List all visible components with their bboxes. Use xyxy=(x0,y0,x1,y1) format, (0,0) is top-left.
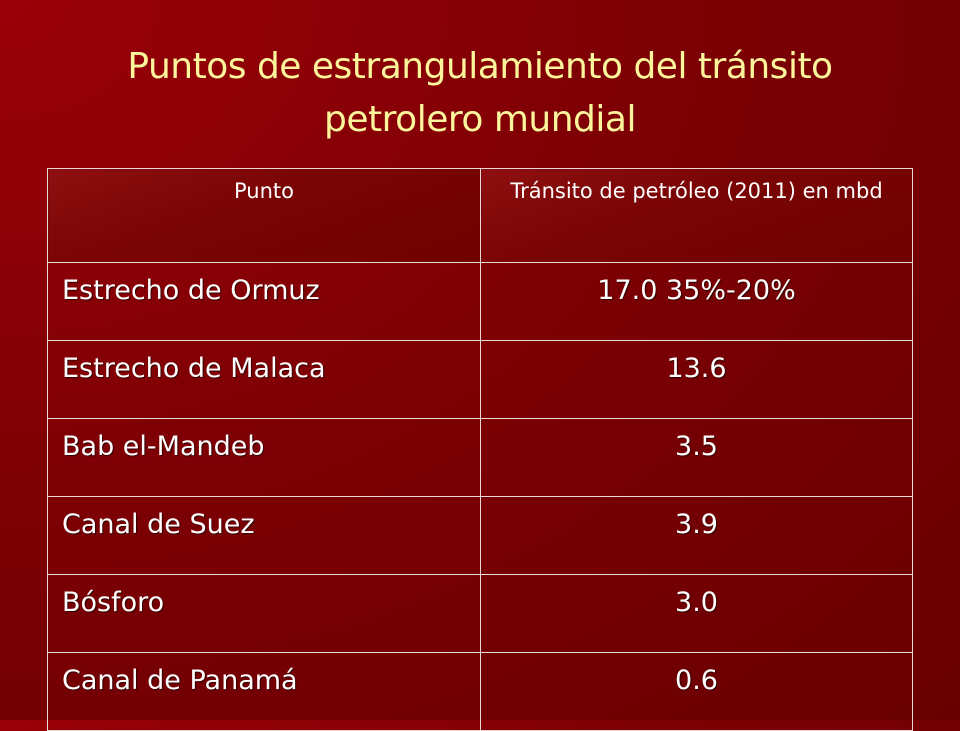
transit-value: 3.5 xyxy=(480,418,913,497)
column-header: Punto xyxy=(47,168,481,263)
chokepoint-name: Canal de Panamá xyxy=(47,652,481,731)
table-row: Estrecho de Malaca 13.6 xyxy=(47,340,913,419)
transit-value: 17.0 35%-20% xyxy=(480,262,913,341)
table-head: Punto Tránsito de petróleo (2011) en mbd xyxy=(47,168,913,263)
chokepoint-name: Estrecho de Malaca xyxy=(47,340,481,419)
transit-value: 0.6 xyxy=(480,652,913,731)
table-body: Estrecho de Ormuz 17.0 35%-20% Estrecho de… xyxy=(47,262,913,731)
transit-value: 13.6 xyxy=(480,340,913,419)
chokepoint-name: Bab el-Mandeb xyxy=(47,418,481,497)
table-row: Bab el-Mandeb 3.5 xyxy=(47,418,913,497)
chokepoint-name: Bósforo xyxy=(47,574,481,653)
chokepoint-name: Canal de Suez xyxy=(47,496,481,575)
column-header: Tránsito de petróleo (2011) en mbd xyxy=(480,168,913,263)
table-row: Estrecho de Ormuz 17.0 35%-20% xyxy=(47,262,913,341)
transit-value: 3.0 xyxy=(480,574,913,653)
slide-title: Puntos de estrangulamiento del tránsito … xyxy=(127,46,833,140)
header-row: Punto Tránsito de petróleo (2011) en mbd xyxy=(47,168,913,263)
table-row: Canal de Panamá 0.6 xyxy=(47,652,913,731)
table-row: Bósforo 3.0 xyxy=(47,574,913,653)
transit-value: 3.9 xyxy=(480,496,913,575)
table-row: Canal de Suez 3.9 xyxy=(47,496,913,575)
data-table: Punto Tránsito de petróleo (2011) en mbd … xyxy=(47,168,913,731)
chokepoint-name: Estrecho de Ormuz xyxy=(47,262,481,341)
